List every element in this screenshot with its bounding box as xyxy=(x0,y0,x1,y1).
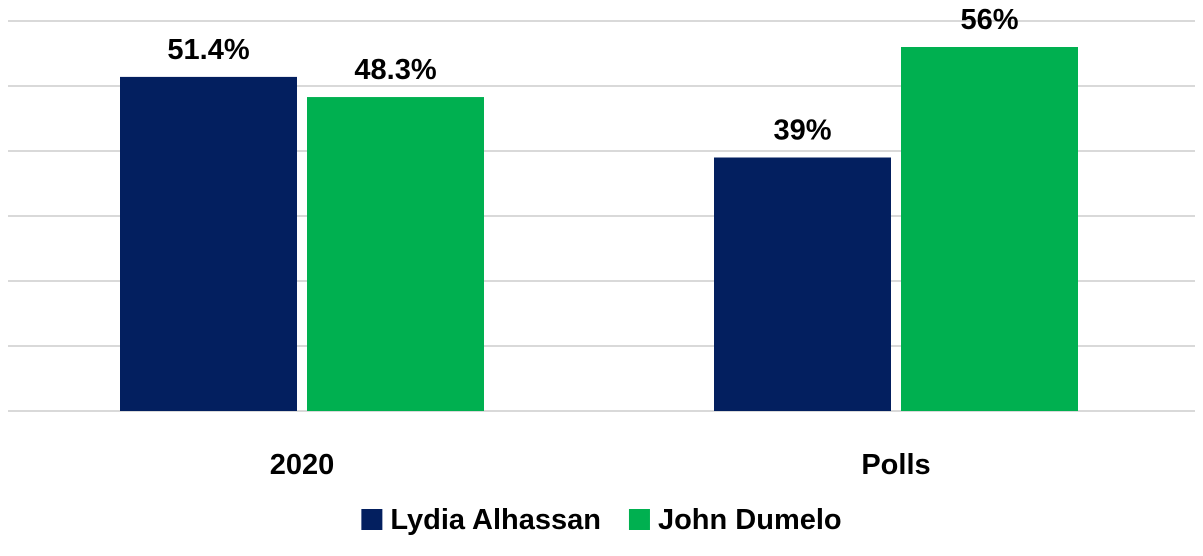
legend: Lydia Alhassan John Dumelo xyxy=(361,504,842,536)
data-label: 56% xyxy=(960,4,1018,36)
legend-label: Lydia Alhassan xyxy=(390,504,601,536)
legend-swatch xyxy=(628,509,650,530)
legend-item: John Dumelo xyxy=(628,504,842,536)
data-label: 51.4% xyxy=(167,34,249,66)
legend-swatch xyxy=(361,509,383,530)
data-label: 48.3% xyxy=(354,54,436,86)
category-labels: 2020 Polls xyxy=(270,449,931,481)
bars xyxy=(120,47,1078,412)
legend-item: Lydia Alhassan xyxy=(361,504,601,536)
data-labels: 51.4% 48.3% 39% 56% xyxy=(167,4,1018,147)
bar-john-dumelo-polls xyxy=(901,47,1078,411)
bar-lydia-alhassan-polls xyxy=(714,157,891,411)
category-label: Polls xyxy=(861,449,930,481)
legend-label: John Dumelo xyxy=(658,504,842,536)
bar-lydia-alhassan-2020 xyxy=(120,76,297,412)
data-label: 39% xyxy=(773,115,831,147)
category-label: 2020 xyxy=(270,449,335,481)
bar-john-dumelo-2020 xyxy=(307,97,484,412)
